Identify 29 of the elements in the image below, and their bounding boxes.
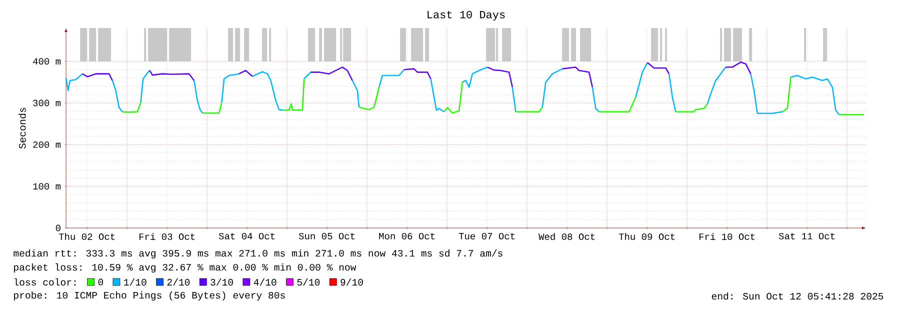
x-tick-label: Thu 09 Oct — [618, 232, 675, 240]
x-tick-label: Thu 02 Oct — [58, 232, 115, 240]
legend-label: 5/10 — [297, 278, 320, 286]
x-tick-label: Wed 08 Oct — [538, 232, 595, 240]
x-tick-label: Mon 06 Oct — [379, 232, 435, 240]
text: packet loss: 10.59 % avg 32.67 % max 0.00 % min 0.00 % now — [14, 263, 356, 273]
y-tick-label: 300 m — [33, 100, 61, 106]
x-tick-label: Tue 07 Oct — [458, 232, 515, 240]
legend-label: 1/10 — [124, 278, 146, 286]
x-tick-label: Fri 10 Oct — [699, 232, 755, 240]
text: median rtt: 333.3 ms avg 395.9 ms max 271.0 ms min 271.0 ms now 43.1 ms sd 7.7 am/s — [14, 249, 502, 259]
legend-title: loss color: — [14, 278, 76, 286]
x-tick-label: Sun 05 Oct — [298, 232, 355, 240]
y-tick-label: 0 — [56, 224, 60, 232]
legend-label: 0 — [98, 278, 103, 286]
legend-label: 4/10 — [254, 278, 276, 286]
y-tick-label: 100 m — [33, 183, 61, 190]
legend-label: 9/10 — [340, 278, 363, 286]
chart-title: Last 10 Days — [428, 10, 505, 21]
legend-label: 3/10 — [210, 278, 233, 286]
x-tick-label: Sat 11 Oct — [778, 232, 835, 240]
x-tick-label: Fri 03 Oct — [139, 232, 195, 240]
y-tick-label: 400 m — [33, 58, 61, 65]
legend-label: 2/10 — [167, 278, 190, 286]
y-axis-title: Seconds — [18, 108, 26, 149]
y-tick-label: 200 m — [33, 141, 61, 148]
text: probe: 10 ICMP Echo Pings (56 Bytes) every 80s — [14, 291, 285, 301]
x-tick-label: Sat 04 Oct — [218, 232, 275, 240]
text: end: Sun Oct 12 05:41:28 2025 — [712, 292, 884, 300]
